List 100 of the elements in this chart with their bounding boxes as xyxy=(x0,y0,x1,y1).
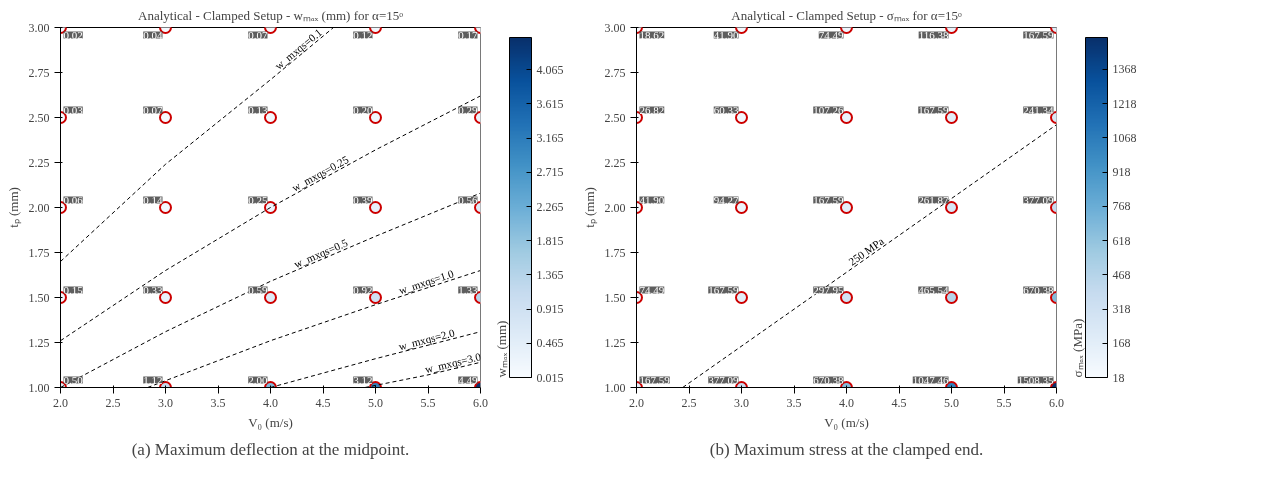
annotation: 465.54 xyxy=(918,283,949,296)
x-tick-label: 4.5 xyxy=(315,395,331,410)
color-bar-label: 2.265 xyxy=(536,199,564,214)
annotation: 2.00 xyxy=(248,373,268,386)
annotation: 0.39 xyxy=(353,193,373,206)
annotation: 0.20 xyxy=(353,103,373,116)
annotation: 3.12 xyxy=(353,373,373,386)
annotation: 94.27 xyxy=(713,193,739,206)
x-tick-label: 4.0 xyxy=(263,395,278,410)
annotation: 167.59 xyxy=(918,103,949,116)
annotation: 116.38 xyxy=(918,28,949,41)
color-bar-label: 1218 xyxy=(1112,96,1137,111)
annotation: 0.14 xyxy=(143,193,163,206)
annotation: 1047.46 xyxy=(912,373,949,386)
text: 250 MPa xyxy=(846,234,887,268)
y-tick-label: 2.75 xyxy=(604,65,626,80)
annotation: 0.04 xyxy=(143,28,163,41)
annotation: 1.33 xyxy=(458,283,478,296)
x-tick-label: 3.5 xyxy=(786,395,802,410)
y-tick-label: 2.00 xyxy=(28,200,50,215)
y-tick-label: 2.25 xyxy=(604,155,626,170)
annotation: 41.90 xyxy=(639,193,665,206)
x-tick-label: 3.0 xyxy=(734,395,749,410)
color-bar-label: 318 xyxy=(1112,302,1131,317)
y-tick-label: 1.75 xyxy=(604,245,626,260)
annotation: 261.87 xyxy=(918,193,949,206)
annotation: 0.92 xyxy=(353,283,373,296)
color-bar-label: 3.615 xyxy=(536,96,564,111)
y-tick-label: 3.00 xyxy=(604,20,626,35)
x-tick-label: 6.0 xyxy=(1049,395,1064,410)
annotation: 74.49 xyxy=(818,28,844,41)
y-tick-label: 3.00 xyxy=(28,20,50,35)
annotation: 670.38 xyxy=(813,373,844,386)
annotation: 26.82 xyxy=(639,103,665,116)
x-tick-label: 5.5 xyxy=(420,395,436,410)
y-tick-label: 2.75 xyxy=(28,65,50,80)
color-bar-label: 0.915 xyxy=(536,302,564,317)
y-tick-label: 2.50 xyxy=(604,110,626,125)
annotation: 167.59 xyxy=(639,373,671,386)
annotation: 60.33 xyxy=(713,103,739,116)
x-axis-title: V₀ (m/s) xyxy=(248,414,293,430)
color-bar-label: 0.015 xyxy=(536,370,564,385)
x-tick-label: 2.0 xyxy=(629,395,644,410)
text: (a) Maximum deflection at the midpoint. xyxy=(131,439,410,459)
color-bar-label: 1368 xyxy=(1112,62,1137,77)
y-tick-label: 1.00 xyxy=(604,380,626,395)
annotation: 74.49 xyxy=(639,283,665,296)
y-axis-title: tₚ (mm) xyxy=(5,187,22,228)
annotation: 1508.35 xyxy=(1017,373,1054,386)
color-bar-label: 1.365 xyxy=(536,267,564,282)
color-bar-label: 1.815 xyxy=(536,233,564,248)
annotation: 0.59 xyxy=(248,283,268,296)
color-bar-label: 1068 xyxy=(1112,130,1137,145)
annotation: 670.38 xyxy=(1023,283,1054,296)
y-tick-label: 2.50 xyxy=(28,110,50,125)
color-bar-label: 3.165 xyxy=(536,131,564,146)
x-tick-label: 2.5 xyxy=(681,395,697,410)
x-tick-label: 5.0 xyxy=(368,395,383,410)
y-tick-label: 1.25 xyxy=(28,335,50,350)
annotation: 167.59 xyxy=(1023,28,1054,41)
annotation: 0.50 xyxy=(63,373,84,386)
annotation: 18.62 xyxy=(639,28,665,41)
color-bar-label: 2.715 xyxy=(536,165,564,180)
annotation: 107.26 xyxy=(813,103,844,116)
annotation: 241.34 xyxy=(1023,103,1054,116)
y-tick-label: 2.00 xyxy=(604,200,626,215)
annotation: 0.15 xyxy=(63,283,84,296)
y-tick-label: 1.75 xyxy=(28,245,50,260)
color-bar-label: 768 xyxy=(1112,199,1131,214)
annotation: 297.95 xyxy=(813,283,844,296)
annotation: 4.49 xyxy=(458,373,478,386)
x-tick-label: 4.0 xyxy=(839,395,854,410)
y-tick-label: 1.50 xyxy=(28,290,50,305)
annotation: 0.17 xyxy=(458,28,478,41)
annotation: 167.59 xyxy=(708,283,739,296)
annotation: 41.90 xyxy=(713,28,739,41)
x-tick-label: 3.0 xyxy=(158,395,173,410)
color-bar-title: σₘₐₓ (MPa) xyxy=(1069,318,1085,378)
y-axis-title: tₚ (mm) xyxy=(581,187,598,228)
color-bar-label: 618 xyxy=(1112,233,1131,248)
color-bar-label: 0.465 xyxy=(536,336,564,351)
chart-title: Analytical - Clamped Setup - σₘₐₓ for α=15ᵒ xyxy=(731,7,962,23)
annotation: 377.09 xyxy=(708,373,739,386)
y-tick-label: 1.00 xyxy=(28,380,50,395)
annotation: 0.07 xyxy=(143,103,163,116)
annotation: 0.12 xyxy=(353,28,373,41)
color-bar-label: 18 xyxy=(1112,370,1125,385)
color-bar-label: 918 xyxy=(1112,165,1131,180)
annotation: 0.03 xyxy=(63,103,84,116)
annotation: 377.09 xyxy=(1023,193,1054,206)
chart-title: Analytical - Clamped Setup - wₘₐₓ (mm) for α=15ᵒ xyxy=(138,7,404,23)
annotation: 0.56 xyxy=(458,193,478,206)
annotation: 0.33 xyxy=(143,283,163,296)
annotation: 0.06 xyxy=(63,193,84,206)
annotation: 0.07 xyxy=(248,28,268,41)
x-tick-label: 5.0 xyxy=(944,395,959,410)
y-tick-label: 1.50 xyxy=(604,290,626,305)
x-tick-label: 4.5 xyxy=(891,395,907,410)
x-tick-label: 6.0 xyxy=(473,395,488,410)
color-bar-title: wₘₐₓ (mm) xyxy=(493,320,509,378)
